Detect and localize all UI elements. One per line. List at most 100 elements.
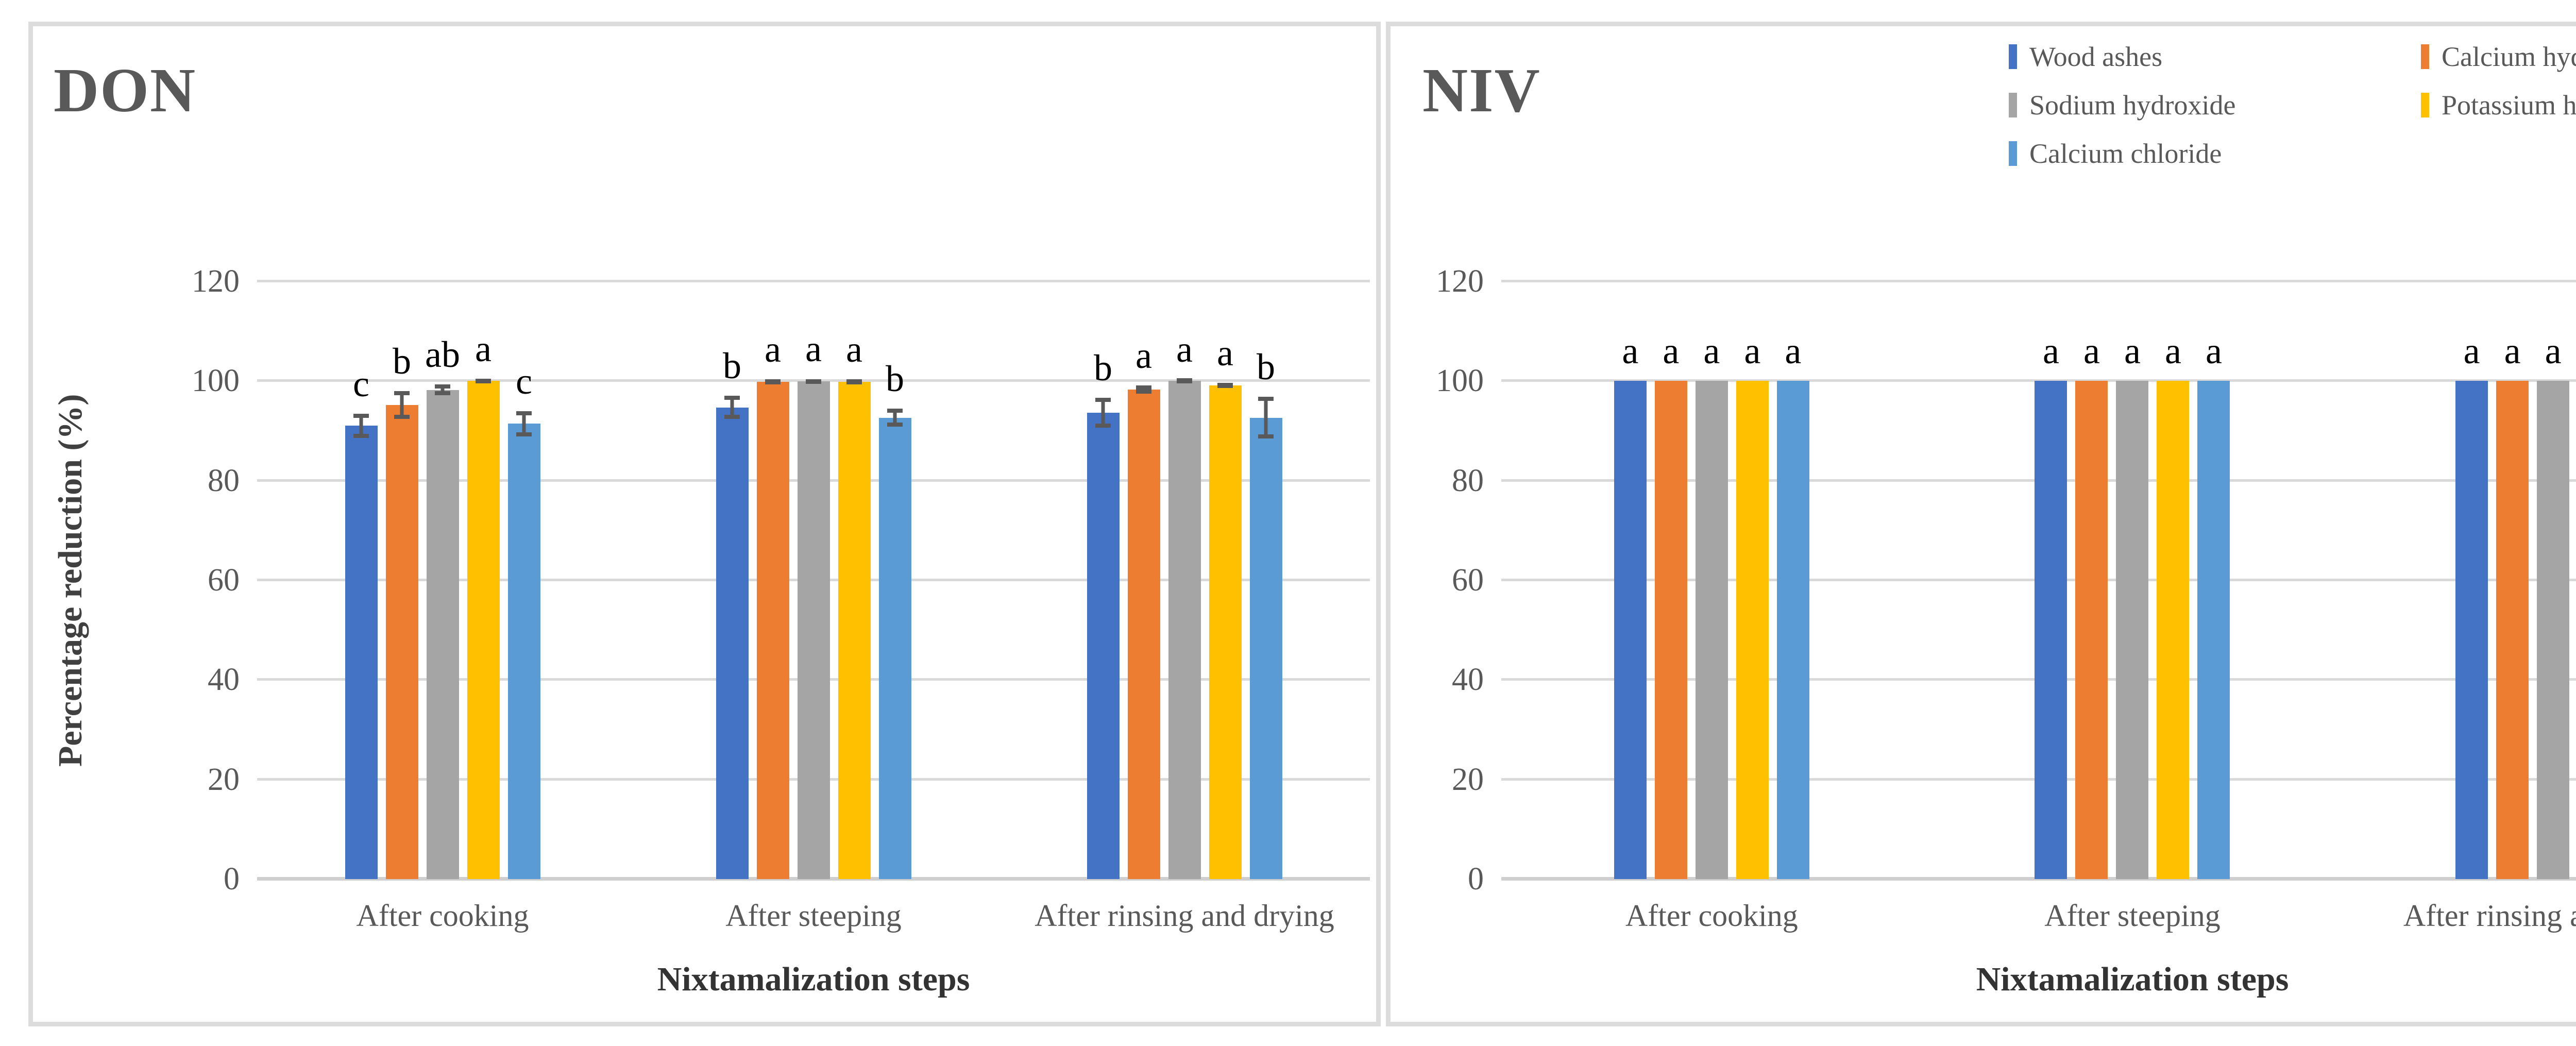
significance-letter: a [1217,332,1233,374]
bar-calcium-chloride: a [2197,332,2230,879]
x-label-after-cooking: After cooking [356,899,529,933]
error-bar-whisk [730,396,734,419]
gridline-120 [257,280,1370,282]
significance-letter: a [2504,330,2521,372]
legend-marker-icon [2009,141,2017,166]
x-axis-labels: After cooking After steeping After rinsing… [1501,898,2576,934]
bar-calcium-hydroxide: a [756,331,789,879]
error-bar [1177,378,1192,384]
y-tick-label-120: 120 [192,264,240,299]
y-tick-label-100: 100 [1436,363,1484,399]
error-bar [887,409,903,427]
chart-title-niv: NIV [1422,56,1541,125]
legend-marker-icon [2009,93,2017,117]
legend-column-1: Wood ashes Sodium hydroxide Calcium chlori… [2009,41,2236,170]
significance-letter: b [393,340,411,382]
error-bar-whisk [1264,397,1268,439]
significance-letter: b [1094,347,1112,389]
error-bar-cap-bot [353,433,369,438]
significance-letter: a [1663,330,1680,372]
plot-area: 0 20 40 60 80 100 120 c b ab a c b a a a b b a a a b [192,264,1370,897]
plot-wrap: 020406080100120aaaaaaaaaaaaaaa [1436,264,2576,897]
significance-letter: a [1744,330,1761,372]
bar-potassium-hydroxide: a [838,331,871,879]
bar-calcium-chloride: c [507,363,540,879]
error-bar-cap-bot [1258,434,1274,439]
significance-letter: a [475,328,492,370]
bar-wood-ashes: b [1087,349,1120,879]
don-chart-panel: DON Percentage reduction (%) 0 20 40 60 80 10… [28,22,1381,1026]
error-bar-cap-bot [765,380,781,385]
significance-letter: a [805,328,822,370]
bar-sodium-hydroxide: a [1695,332,1728,879]
error-bar-cap-top [1258,397,1274,401]
error-bar-cap-bot [476,379,491,383]
x-label-after-steeping: After steeping [2044,899,2221,933]
significance-letter: c [516,361,532,402]
error-bar-cap-bot [724,414,740,419]
y-tick-label-0: 0 [224,862,240,897]
error-bar-cap-top [1136,385,1151,390]
bar-calcium-hydroxide: a [2075,332,2108,879]
error-bar [476,379,491,383]
bar-potassium-hydroxide: a [1736,332,1769,879]
plot-wrap: 0 20 40 60 80 100 120 c b ab a c b a a a b b a a a b [192,264,1370,897]
error-bar [435,384,450,396]
error-bar-whisk [400,391,404,419]
y-tick-label-20: 20 [1452,762,1484,797]
error-bar-cap-bot [1136,389,1151,394]
significance-letter: a [1785,330,1802,372]
x-axis-title: Nixtamalization steps [1976,960,2289,998]
significance-letter: c [353,363,369,405]
significance-letter: a [1176,329,1193,370]
significance-letter: a [2206,330,2222,372]
significance-letter: a [2165,330,2181,372]
gridline-120 [1501,280,2576,282]
y-tick-label-120: 120 [1436,264,1484,299]
error-bar-cap-bot [435,391,450,396]
error-bar [724,396,740,419]
y-tick-label-60: 60 [208,563,240,598]
error-bar-whisk [440,384,445,396]
legend-marker-icon [2421,44,2429,69]
significance-letter: a [2545,330,2562,372]
error-bar-cap-top [724,396,740,400]
error-bar-whisk [522,411,526,436]
x-label-after-rinsing-and-drying: After rinsing and drying [1035,899,1334,933]
error-bar-cap-bot [806,380,821,384]
y-tick-label-40: 40 [208,662,240,698]
plot-area: 020406080100120aaaaaaaaaaaaaaa [1436,264,2576,897]
error-bar-cap-bot [1177,378,1192,383]
error-bar [1258,397,1274,439]
y-tick-label-0: 0 [1468,862,1484,897]
legend-item-calcium-hydroxide: Calcium hydroxide [2421,41,2576,73]
error-bar-cap-top [1095,398,1111,402]
bar-sodium-hydroxide: a [797,330,830,879]
error-bar-whisk [1101,398,1105,428]
y-axis-title: Percentage reduction (%) [52,394,89,767]
error-bar-cap-bot [1095,424,1111,428]
y-tick-label-20: 20 [208,762,240,797]
error-bar-cap-bot [887,423,903,427]
legend-label: Wood ashes [2029,41,2163,72]
y-tick-label-80: 80 [1452,463,1484,498]
significance-letter: a [1136,335,1152,377]
bar-calcium-chloride: b [878,360,911,879]
significance-letter: a [1703,330,1720,372]
bar-wood-ashes: a [2455,332,2488,879]
error-bar [846,379,862,385]
bar-sodium-hydroxide: a [2116,332,2149,879]
y-tick-label-40: 40 [1452,662,1484,698]
significance-letter: ab [425,334,460,376]
bar-calcium-hydroxide: b [385,343,418,879]
legend-label: Calcium chloride [2029,138,2222,169]
x-label-after-cooking: After cooking [1625,899,1798,933]
legend-label: Sodium hydroxide [2029,90,2236,121]
legend-label: Calcium hydroxide [2442,41,2576,72]
bar-group-after-cooking: c b ab a c [257,281,628,879]
bar-calcium-chloride: b [1249,348,1282,879]
